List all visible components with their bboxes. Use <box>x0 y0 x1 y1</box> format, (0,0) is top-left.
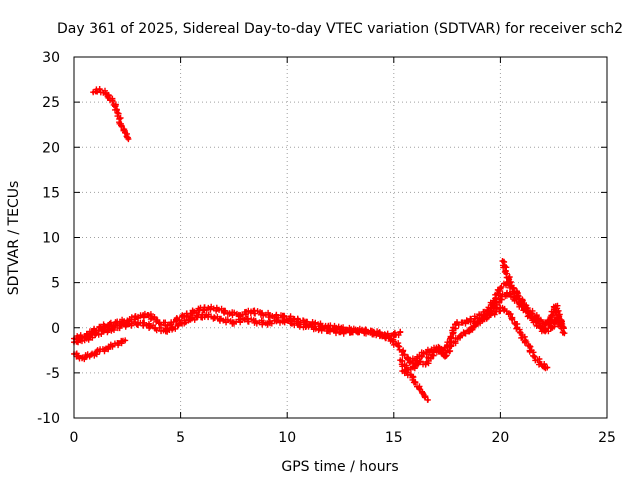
x-tick-label: 20 <box>491 430 509 446</box>
y-tick-label: -10 <box>37 411 60 427</box>
x-axis: 0 5 10 15 20 25 <box>70 57 616 446</box>
y-tick-label: -5 <box>46 366 60 382</box>
series-sat-c <box>71 311 404 346</box>
chart-title: Day 361 of 2025, Sidereal Day-to-day VTE… <box>57 21 623 37</box>
x-tick-label: 5 <box>176 430 185 446</box>
series-sat-h <box>465 289 568 337</box>
y-tick-label: 20 <box>42 140 60 156</box>
series-sat-a <box>90 86 132 143</box>
x-axis-label: GPS time / hours <box>281 459 398 475</box>
series-markers <box>465 289 568 337</box>
plot-frame <box>73 56 608 419</box>
y-tick-label: 5 <box>51 276 60 292</box>
x-tick-label: 25 <box>598 430 616 446</box>
y-tick-label: 15 <box>42 185 60 201</box>
x-tick-label: 15 <box>385 430 403 446</box>
y-tick-label: 0 <box>51 321 60 337</box>
data-points <box>71 86 568 403</box>
series-markers <box>90 86 132 143</box>
y-axis: -10 -5 0 5 10 15 20 25 30 <box>37 50 607 427</box>
y-tick-label: 10 <box>42 231 60 247</box>
y-tick-label: 25 <box>42 95 60 111</box>
y-axis-label: SDTVAR / TECUs <box>6 181 22 296</box>
x-tick-label: 0 <box>70 430 79 446</box>
y-tick-label: 30 <box>42 50 60 66</box>
grid <box>74 57 607 418</box>
x-tick-label: 10 <box>278 430 296 446</box>
series-markers <box>399 367 431 403</box>
